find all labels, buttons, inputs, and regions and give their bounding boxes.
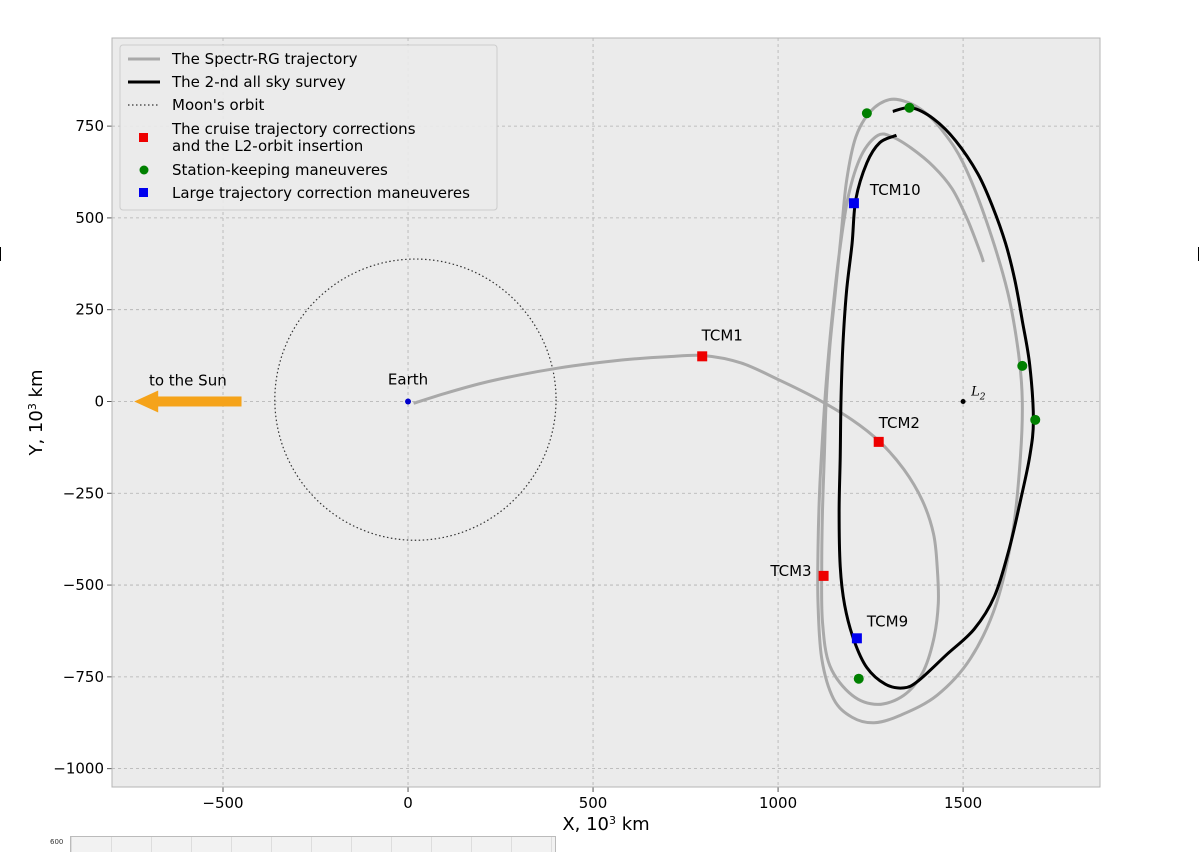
earth-point — [405, 398, 412, 405]
station-keeping-marker — [853, 673, 864, 684]
station-keeping-marker — [1017, 360, 1028, 371]
legend-handle-station — [139, 165, 149, 175]
right-edge-mark — [1198, 247, 1199, 261]
x-axis-label: X, 103 km — [562, 814, 649, 836]
sun-arrow-shaft — [156, 396, 242, 407]
moon-orbit — [274, 258, 557, 541]
l2-label-main: L — [970, 384, 980, 399]
y-tick-label: 0 — [94, 392, 104, 410]
legend-label: Station-keeping maneuveres — [172, 161, 388, 179]
station-keeping-marker — [1030, 414, 1041, 425]
annotations: TCM1 TCM2 TCM3 TCM10 TCM9 Earth L2 to the Sun — [134, 181, 986, 630]
l2-label: L2 — [970, 384, 986, 402]
marker-label-tcm1: TCM1 — [701, 326, 743, 344]
y-tick-label: −750 — [63, 668, 104, 686]
cruise-correction-marker — [873, 436, 884, 447]
y-tick-label: 750 — [75, 117, 104, 135]
legend-label-line2: and the L2-orbit insertion — [172, 137, 363, 155]
x-tick-label: 500 — [579, 794, 608, 812]
sun-arrow-head — [134, 390, 159, 413]
legend-label: The cruise trajectory corrections — [171, 120, 416, 138]
legend: The Spectr-RG trajectory The 2-nd all sky… — [119, 44, 498, 211]
l2-point — [960, 398, 966, 404]
cruise-correction-marker — [818, 570, 829, 581]
y-tick-label: −500 — [63, 576, 104, 594]
thumbnail-label: 600 — [50, 838, 64, 846]
legend-label: Large trajectory correction maneuveres — [172, 184, 470, 202]
y-axis-label: Y, 103 km — [26, 369, 48, 456]
sun-arrow-label: to the Sun — [149, 371, 227, 389]
station-keeping-marker — [861, 108, 872, 119]
earth-label: Earth — [388, 370, 428, 388]
y-tick-label: 250 — [75, 301, 104, 319]
x-tick-label: 0 — [403, 794, 413, 812]
large-correction-marker — [851, 633, 862, 644]
large-correction-marker — [848, 198, 859, 209]
sky-survey-line — [837, 106, 1035, 690]
l2-label-sub: 2 — [979, 392, 986, 402]
marker-label-tcm2: TCM2 — [878, 414, 920, 432]
thumbnail-strip — [70, 836, 556, 852]
spectr-rg-trajectory-line — [413, 97, 1024, 725]
left-edge-mark — [0, 247, 1, 261]
marker-label-tcm9: TCM9 — [866, 612, 908, 630]
cruise-correction-marker — [697, 351, 708, 362]
axis-ticks: −500 0 500 1000 1500 −1000 −750 −500 −250 0 250 500… — [53, 117, 982, 812]
marker-label-tcm3: TCM3 — [769, 562, 811, 580]
y-tick-label: −250 — [63, 484, 104, 502]
y-tick-label: −1000 — [53, 760, 104, 778]
legend-handle-large — [139, 188, 148, 197]
legend-box — [119, 44, 498, 211]
data-series — [274, 97, 1035, 725]
legend-label: The Spectr-RG trajectory — [171, 50, 358, 68]
x-tick-label: 1000 — [759, 794, 797, 812]
x-tick-label: 1500 — [944, 794, 982, 812]
marker-label-tcm10: TCM10 — [869, 181, 921, 199]
legend-handle-cruise — [139, 133, 148, 142]
plot-frame — [111, 37, 1101, 788]
x-tick-label: −500 — [202, 794, 243, 812]
legend-label: The 2-nd all sky survey — [171, 73, 346, 91]
station-keeping-marker — [904, 102, 915, 113]
legend-label: Moon's orbit — [172, 96, 265, 114]
y-tick-label: 500 — [75, 209, 104, 227]
maneuver-markers — [697, 102, 1041, 684]
